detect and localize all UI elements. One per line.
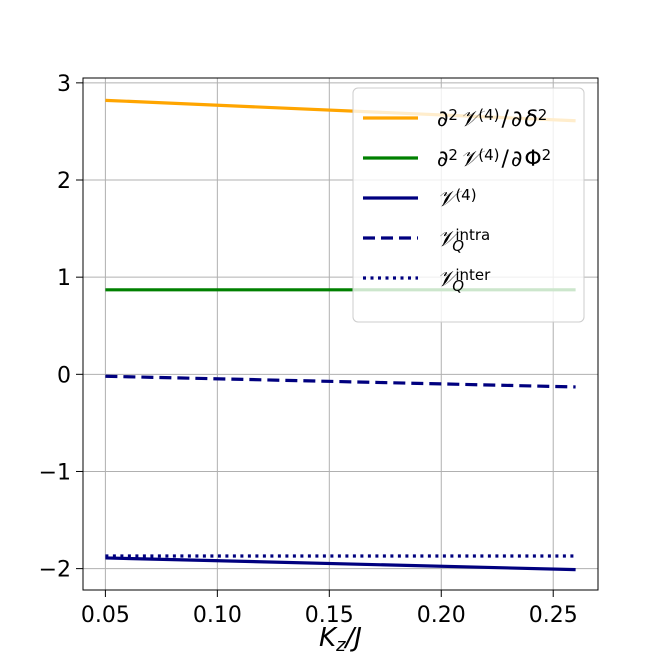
y-tick-label: −2 — [39, 558, 71, 583]
legend-label-vq_intra: 𝒱intra Q — [437, 226, 490, 255]
y-tick-label: 2 — [57, 169, 71, 194]
axis-ticks: 0.05 0.10 0.15 0.20 0.25 3 2 1 0 −1 −2 — [39, 72, 578, 628]
plot-frame — [82, 77, 599, 591]
x-tick-label: 0.10 — [193, 603, 242, 628]
x-axis-label: Kz/J — [319, 623, 362, 656]
legend-label-d2_delta: ∂2𝒱(4)/∂δ2 — [437, 106, 547, 132]
x-tick-label: 0.25 — [529, 603, 578, 628]
series-line-v4 — [105, 556, 576, 572]
legend-label-v4: 𝒱(4) — [437, 186, 477, 212]
y-tick-label: 0 — [57, 363, 71, 388]
legend-label-d2_phi: ∂2𝒱(4)/∂Φ2 — [437, 146, 551, 172]
x-tick-label: 0.15 — [305, 603, 354, 628]
grid-lines — [83, 78, 598, 590]
legend-box — [352, 87, 585, 323]
x-tick-label: 0.05 — [81, 603, 130, 628]
y-tick-label: 3 — [57, 72, 71, 97]
legend: ∂2𝒱(4)/∂δ2 ∂2𝒱(4)/∂Φ2 𝒱(4) 𝒱intra Q 𝒱inter Q — [352, 87, 585, 323]
series-line-vq_intra — [105, 374, 576, 389]
y-tick-label: −1 — [39, 460, 71, 485]
y-tick-label: 1 — [57, 266, 71, 291]
legend-label-vq_inter: 𝒱inter Q — [437, 266, 491, 295]
x-tick-label: 0.20 — [417, 603, 466, 628]
